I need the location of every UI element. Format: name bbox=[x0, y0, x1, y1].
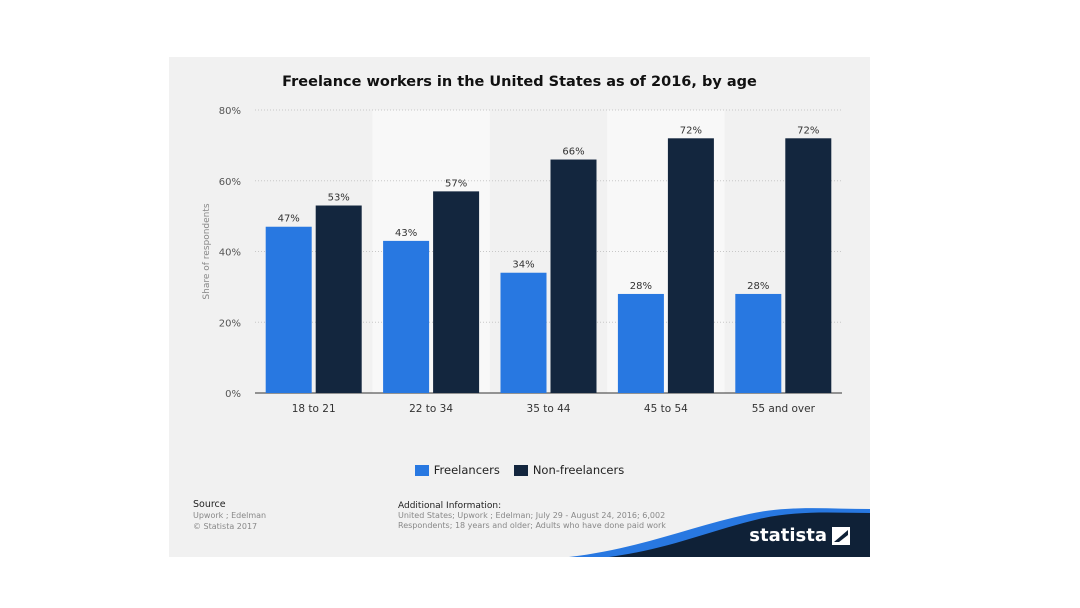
source-heading: Source bbox=[193, 499, 226, 510]
y-tick-label: 0% bbox=[225, 389, 241, 400]
bars bbox=[265, 138, 832, 393]
legend: Freelancers Non-freelancers bbox=[169, 463, 870, 477]
bar-freelancers bbox=[265, 226, 312, 393]
y-axis-label: Share of respondents bbox=[202, 203, 212, 300]
y-tick-label: 80% bbox=[219, 106, 241, 117]
additional-info-text: United States; Upwork ; Edelman; July 29… bbox=[398, 511, 666, 530]
data-label: 47% bbox=[278, 214, 300, 225]
legend-item-freelancers[interactable]: Freelancers bbox=[414, 463, 500, 477]
data-label: 53% bbox=[328, 193, 350, 204]
statista-logo-icon bbox=[832, 526, 850, 545]
bar-non-freelancers bbox=[550, 159, 597, 393]
bar-freelancers bbox=[617, 293, 664, 393]
bar-non-freelancers bbox=[667, 138, 714, 393]
chart-title: Freelance workers in the United States a… bbox=[282, 74, 757, 90]
x-tick-label: 35 to 44 bbox=[527, 403, 571, 415]
chart-panel: Freelance workers in the United States a… bbox=[169, 57, 870, 557]
data-label: 28% bbox=[747, 281, 769, 292]
legend-item-non-freelancers[interactable]: Non-freelancers bbox=[513, 463, 625, 477]
y-axis-ticks: 0% 20% 40% 60% 80% bbox=[219, 106, 241, 400]
brand-name: statista bbox=[749, 525, 827, 546]
x-tick-label: 18 to 21 bbox=[292, 403, 336, 415]
bar-chart: 47% 53% 43% 57% 34% 66% 28% 72% 28% 72% 0% 20% 40% 6… bbox=[202, 106, 870, 557]
legend-label-non-freelancers: Non-freelancers bbox=[532, 463, 625, 477]
data-label: 57% bbox=[445, 178, 467, 189]
bar-non-freelancers bbox=[785, 138, 832, 393]
legend-swatch-non-freelancers bbox=[513, 464, 528, 476]
bar-freelancers bbox=[735, 293, 782, 393]
bar-freelancers bbox=[500, 272, 547, 393]
bar-non-freelancers bbox=[433, 191, 480, 393]
data-label: 34% bbox=[512, 260, 534, 271]
y-tick-label: 60% bbox=[219, 177, 241, 188]
source-line-1[interactable]: Upwork ; Edelman bbox=[193, 511, 267, 520]
data-label: 28% bbox=[630, 281, 652, 292]
data-label: 43% bbox=[395, 228, 417, 239]
x-axis-ticks: 18 to 21 22 to 34 35 to 44 45 to 54 55 and o… bbox=[292, 403, 816, 415]
footer-wave bbox=[609, 512, 870, 557]
x-tick-label: 22 to 34 bbox=[409, 403, 453, 415]
data-label: 72% bbox=[797, 125, 819, 136]
y-tick-label: 40% bbox=[219, 248, 241, 259]
bar-non-freelancers bbox=[315, 205, 362, 393]
data-label: 72% bbox=[680, 125, 702, 136]
x-tick-label: 55 and over bbox=[752, 403, 816, 415]
source-block: Source Upwork ; Edelman © Statista 2017 bbox=[193, 499, 266, 532]
data-labels: 47% 53% 43% 57% 34% 66% 28% 72% 28% 72% bbox=[278, 125, 820, 292]
x-tick-label: 45 to 54 bbox=[644, 403, 688, 415]
additional-info-heading: Additional Information: bbox=[398, 501, 502, 511]
source-line-2: © Statista 2017 bbox=[193, 522, 258, 531]
bar-freelancers bbox=[383, 240, 430, 393]
legend-swatch-freelancers bbox=[414, 464, 429, 476]
y-tick-label: 20% bbox=[219, 318, 241, 329]
statista-brand[interactable]: statista bbox=[749, 525, 850, 546]
data-label: 66% bbox=[562, 147, 584, 158]
additional-info-block: Additional Information: United States; U… bbox=[398, 501, 698, 531]
legend-label-freelancers: Freelancers bbox=[433, 463, 500, 477]
